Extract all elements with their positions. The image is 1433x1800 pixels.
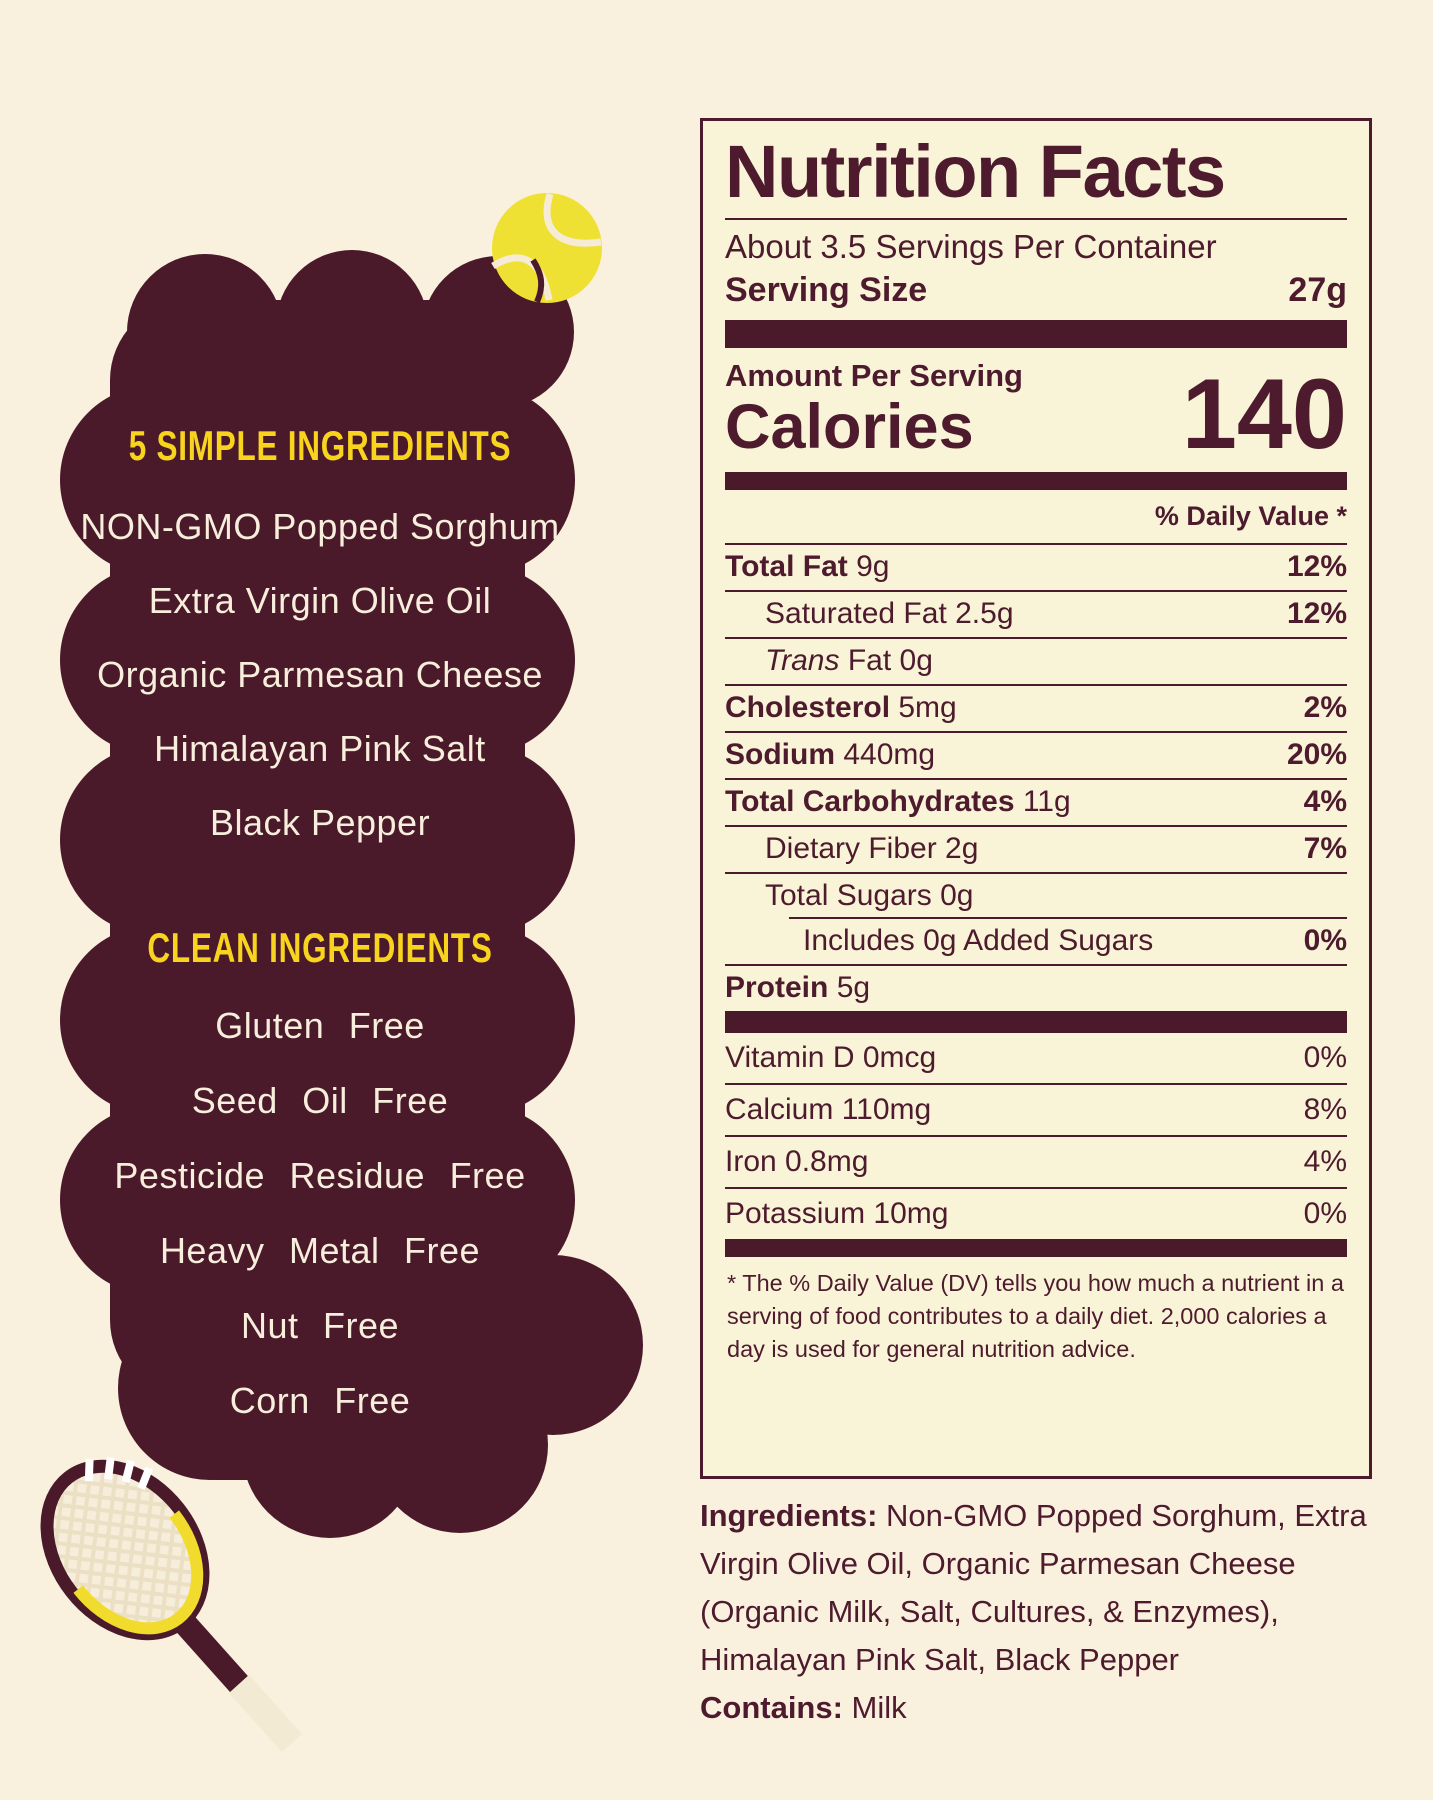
nutrient-name: Trans Fat 0g: [765, 644, 933, 678]
clean-ingredient-item: Nut Free: [240, 1305, 400, 1346]
nutrient-name: Sodium 440mg: [725, 738, 936, 772]
nutrient-row: Vitamin D 0mcg 0%: [725, 1033, 1347, 1085]
nutrient-rows-vitamins: Vitamin D 0mcg 0% Calcium 110mg 8% Iron 0.8m…: [725, 1033, 1347, 1239]
nutrient-name: Total Fat 9g: [725, 550, 890, 584]
nutrition-facts-label: Nutrition Facts About 3.5 Servings Per C…: [700, 118, 1372, 1479]
clean-ingredient-item: Gluten Free: [215, 1005, 425, 1046]
clean-ingredient-item: Heavy Metal Free: [159, 1230, 481, 1271]
simple-ingredient-item: Organic Parmesan Cheese: [97, 654, 543, 695]
servings-per-container: About 3.5 Servings Per Container: [725, 227, 1217, 265]
ingredients-paragraph: Ingredients: Non-GMO Popped Sorghum, Ext…: [700, 1492, 1380, 1684]
nutrient-row: Includes 0g Added Sugars 0%: [725, 919, 1347, 966]
ingredients-text: Non-GMO Popped Sorghum, Extra Virgin Oli…: [700, 1498, 1367, 1677]
simple-ingredient-item: NON-GMO Popped Sorghum: [80, 506, 560, 547]
amount-per-serving-label: Amount Per Serving: [725, 357, 1023, 393]
nutrient-name: Dietary Fiber 2g: [765, 832, 979, 866]
nutrient-row: Trans Fat 0g: [725, 639, 1347, 686]
daily-value-footnote: * The % Daily Value (DV) tells you how m…: [727, 1269, 1344, 1362]
nutrient-row: Total Sugars 0g: [725, 874, 1347, 919]
nutrient-daily-value: 20%: [1286, 738, 1347, 772]
serving-size-value: 27g: [1288, 270, 1347, 309]
nutrient-name: Cholesterol 5mg: [725, 691, 957, 725]
simple-ingredient-item: Extra Virgin Olive Oil: [148, 580, 492, 621]
clean-ingredient-item: Corn Free: [229, 1380, 411, 1421]
tennis-racket-icon: [40, 1456, 303, 1753]
contains-text: Milk: [842, 1690, 907, 1725]
nutrient-row: Total Fat 9g 12%: [725, 545, 1347, 592]
nutrient-row: Dietary Fiber 2g 7%: [725, 827, 1347, 874]
contains-line: Contains: Milk: [700, 1684, 1380, 1732]
daily-value-header: % Daily Value *: [725, 490, 1347, 545]
nutrient-row: Calcium 110mg 8%: [725, 1085, 1347, 1137]
nutrient-rows-main: Total Fat 9g 12% Saturated Fat 2.5g 12% Tran…: [725, 545, 1347, 1011]
nutrient-daily-value: 12%: [1286, 597, 1347, 631]
serving-size-row: Serving Size 27g: [725, 268, 1347, 312]
ingredients-section: Ingredients: Non-GMO Popped Sorghum, Ext…: [700, 1492, 1380, 1732]
nutrient-daily-value: 12%: [1286, 550, 1347, 584]
thick-divider: [725, 471, 1347, 490]
clean-ingredients-list: Gluten Free Seed Oil Free Pesticide Residu…: [55, 988, 585, 1438]
simple-ingredients-list: NON-GMO Popped Sorghum Extra Virgin Olive…: [55, 490, 585, 860]
calories-value: 140: [1181, 357, 1347, 469]
simple-ingredient-item: Black Pepper: [209, 802, 431, 843]
nutrient-name: Vitamin D 0mcg: [725, 1040, 937, 1074]
nutrient-daily-value: 0%: [1303, 924, 1347, 958]
nutrient-name: Iron 0.8mg: [725, 1144, 869, 1178]
nutrition-facts-title: Nutrition Facts: [725, 130, 1226, 213]
nutrient-row: Protein 5g: [725, 966, 1347, 1011]
calories-label: Calories: [725, 391, 974, 462]
clean-ingredients-heading: CLEAN INGREDIENTS: [147, 924, 493, 971]
nutrient-name: Protein 5g: [725, 971, 871, 1005]
nutrient-row: Cholesterol 5mg 2%: [725, 686, 1347, 733]
thick-divider: [725, 1010, 1347, 1033]
nutrient-row: Potassium 10mg 0%: [725, 1189, 1347, 1239]
nutrient-daily-value: 2%: [1303, 691, 1347, 725]
nutrient-daily-value: 4%: [1303, 1144, 1347, 1178]
nutrient-daily-value: 0%: [1303, 1196, 1347, 1230]
simple-ingredient-item: Himalayan Pink Salt: [154, 728, 486, 769]
nutrient-name: Potassium 10mg: [725, 1196, 949, 1230]
nutrient-daily-value: 7%: [1303, 832, 1347, 866]
nutrient-name: Total Carbohydrates 11g: [725, 785, 1071, 819]
calories-block: Amount Per Serving Calories 140: [725, 357, 1347, 469]
nutrient-daily-value: 8%: [1303, 1092, 1347, 1126]
nutrient-row: Sodium 440mg 20%: [725, 733, 1347, 780]
nutrient-name: Calcium 110mg: [725, 1092, 932, 1126]
nutrient-name: Saturated Fat 2.5g: [765, 597, 1014, 631]
contains-label: Contains:: [700, 1690, 843, 1725]
serving-size-label: Serving Size: [725, 270, 928, 309]
nutrient-daily-value: 4%: [1303, 785, 1347, 819]
simple-ingredients-heading: 5 SIMPLE INGREDIENTS: [128, 422, 512, 469]
thick-divider: [725, 1238, 1347, 1257]
nutrient-name: Includes 0g Added Sugars: [803, 924, 1154, 958]
nutrient-row: Total Carbohydrates 11g 4%: [725, 780, 1347, 827]
nutrient-name: Total Sugars 0g: [765, 879, 974, 913]
clean-ingredient-item: Seed Oil Free: [191, 1080, 449, 1121]
thick-divider: [725, 319, 1347, 348]
nutrient-row: Saturated Fat 2.5g 12%: [725, 592, 1347, 639]
clean-ingredient-item: Pesticide Residue Free: [114, 1155, 526, 1196]
title-divider: [725, 217, 1347, 220]
tennis-ball-icon: [491, 192, 602, 304]
nutrient-row: Iron 0.8mg 4%: [725, 1137, 1347, 1189]
nutrient-daily-value: 0%: [1303, 1040, 1347, 1074]
ingredients-label: Ingredients:: [700, 1498, 878, 1533]
